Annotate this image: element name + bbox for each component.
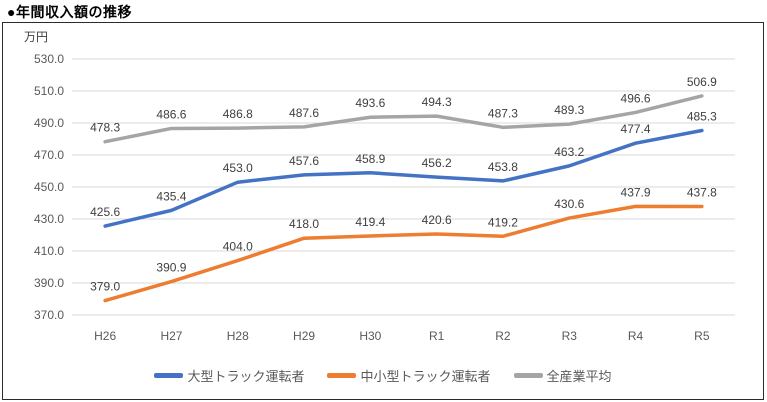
y-tick-label: 410.0 <box>34 244 64 258</box>
legend-swatch-icon <box>154 373 184 378</box>
chart-frame: 万円 370.0 390.0 410.0 430.0 450.0 470.0 490.0 51… <box>2 22 764 400</box>
data-label: 419.2 <box>488 215 518 229</box>
data-label: 419.4 <box>355 215 385 229</box>
x-axis-label: R3 <box>562 329 578 343</box>
y-axis-unit-label: 万円 <box>24 30 49 44</box>
data-label: 420.6 <box>422 213 452 227</box>
x-axis-label: R2 <box>495 329 511 343</box>
data-label: 457.6 <box>289 154 319 168</box>
data-label: 458.9 <box>355 152 385 166</box>
x-axis-label: H27 <box>160 329 182 343</box>
data-label: 437.8 <box>687 186 717 200</box>
data-label: 487.6 <box>289 106 319 120</box>
y-tick-label: 510.0 <box>34 84 64 98</box>
legend-swatch-icon <box>327 373 357 378</box>
data-label: 430.6 <box>554 197 584 211</box>
y-tick-label: 370.0 <box>34 308 64 322</box>
data-label: 485.3 <box>687 110 717 124</box>
data-label: 477.4 <box>621 122 651 136</box>
legend-label: 中小型トラック運転者 <box>360 369 491 384</box>
data-label: 453.8 <box>488 160 518 174</box>
chart-title: ●年間収入額の推移 <box>7 4 132 20</box>
data-label: 437.9 <box>621 185 651 199</box>
data-label: 456.2 <box>422 156 452 170</box>
y-tick-label: 430.0 <box>34 212 64 226</box>
legend-label: 大型トラック運転者 <box>187 369 305 384</box>
data-label: 425.6 <box>90 205 120 219</box>
line-chart-plot: 370.0 390.0 410.0 430.0 450.0 470.0 490.0 510.0… <box>34 52 735 343</box>
legend-item: 大型トラック運転者 <box>154 366 304 385</box>
data-label: 390.9 <box>156 261 186 275</box>
data-label: 379.0 <box>90 280 120 294</box>
x-axis-label: R5 <box>694 329 710 343</box>
data-label: 453.0 <box>223 161 253 175</box>
legend-label: 全産業平均 <box>546 369 612 384</box>
y-tick-label: 390.0 <box>34 276 64 290</box>
legend-swatch-icon <box>513 373 543 378</box>
x-axis-label: R1 <box>429 329 445 343</box>
series-line-0 <box>103 128 704 228</box>
legend-item: 全産業平均 <box>513 366 612 385</box>
data-label: 435.4 <box>156 189 186 203</box>
chart-legend: 大型トラック運転者 中小型トラック運転者 全産業平均 <box>3 366 763 385</box>
data-label: 496.6 <box>621 91 651 105</box>
x-axis-label: H26 <box>94 329 116 343</box>
data-label: 506.9 <box>687 75 717 89</box>
legend-item: 中小型トラック運転者 <box>327 366 491 385</box>
data-label: 478.3 <box>90 121 120 135</box>
series-line-1 <box>103 204 704 303</box>
x-axis-label: H28 <box>227 329 249 343</box>
data-label: 493.6 <box>355 96 385 110</box>
data-label: 463.2 <box>554 145 584 159</box>
y-tick-label: 450.0 <box>34 180 64 194</box>
data-label: 489.3 <box>554 103 584 117</box>
y-tick-label: 490.0 <box>34 116 64 130</box>
series-line-2 <box>103 94 704 144</box>
x-axis-label: H30 <box>359 329 381 343</box>
data-label: 494.3 <box>422 95 452 109</box>
data-label: 486.6 <box>156 107 186 121</box>
data-label: 404.0 <box>223 240 253 254</box>
x-axis-label: H29 <box>293 329 315 343</box>
data-label: 486.8 <box>223 107 253 121</box>
y-tick-label: 470.0 <box>34 148 64 162</box>
data-label: 487.3 <box>488 106 518 120</box>
data-label: 418.0 <box>289 217 319 231</box>
y-tick-label: 530.0 <box>34 52 64 66</box>
x-axis-label: R4 <box>628 329 644 343</box>
